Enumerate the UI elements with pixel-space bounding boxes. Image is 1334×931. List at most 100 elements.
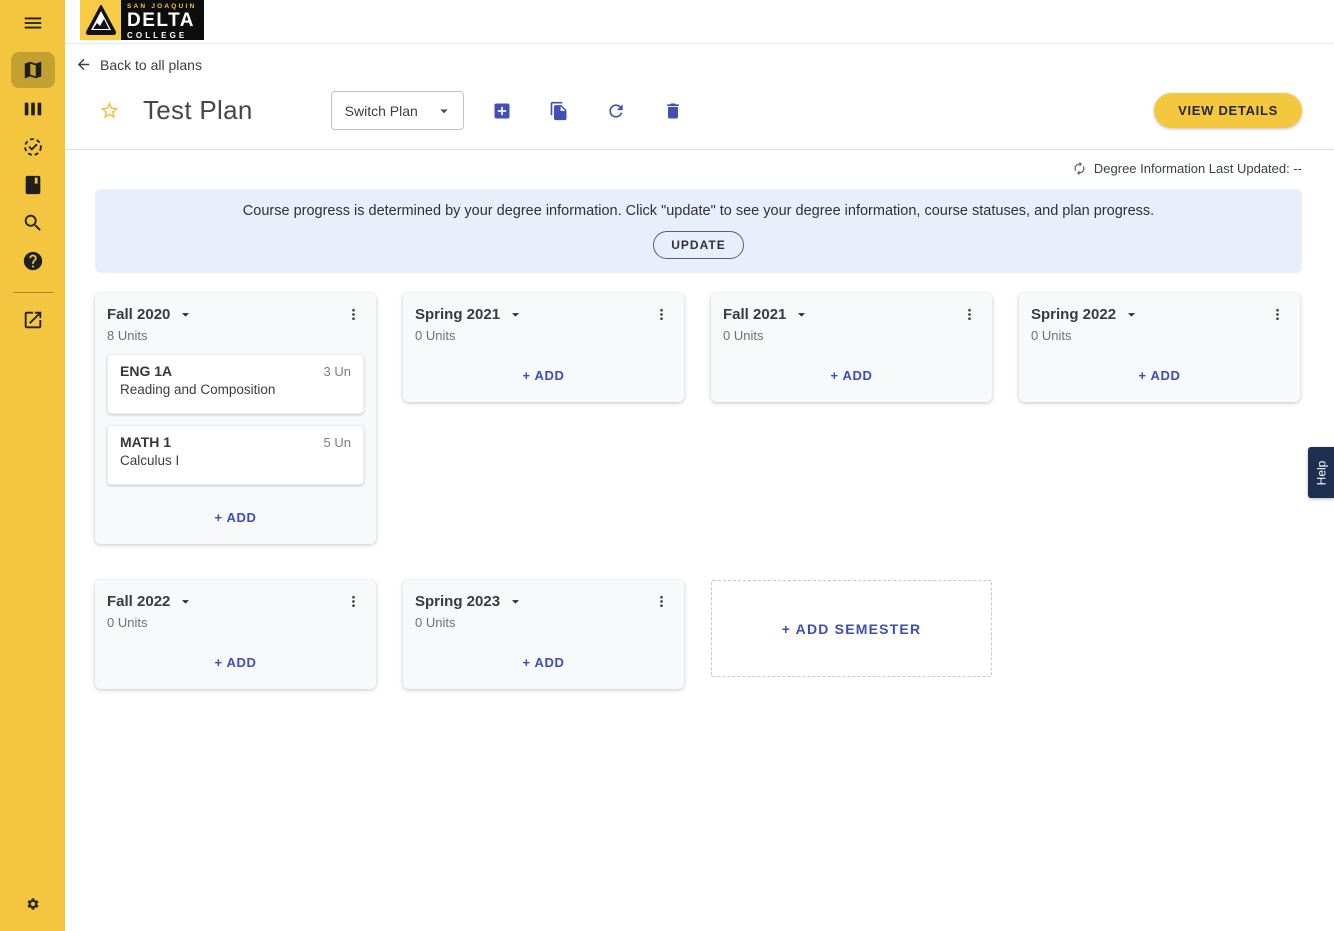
semester-card: Spring 2022 0 Units + ADD bbox=[1019, 293, 1300, 402]
semester-units: 0 Units bbox=[107, 615, 148, 630]
back-link-label: Back to all plans bbox=[100, 56, 202, 73]
sidebar bbox=[0, 0, 65, 931]
banner-message: Course progress is determined by your de… bbox=[242, 203, 1155, 219]
delete-plan-button[interactable] bbox=[654, 101, 692, 121]
add-plan-button[interactable] bbox=[483, 101, 521, 121]
add-course-button[interactable]: + ADD bbox=[415, 655, 672, 670]
logo-line-middle: DELTA bbox=[127, 10, 196, 31]
semester-name-dropdown[interactable]: Spring 2023 bbox=[415, 593, 524, 610]
arrow-back-icon bbox=[77, 58, 90, 71]
logo-line-top: SAN JOAQUIN bbox=[127, 3, 197, 10]
back-to-plans-link[interactable]: Back to all plans bbox=[75, 56, 202, 73]
semester-header: Fall 2021 bbox=[723, 304, 980, 325]
semester-menu-icon[interactable] bbox=[651, 591, 672, 612]
sync-icon[interactable] bbox=[1072, 161, 1087, 176]
college-logo-mark-icon bbox=[80, 0, 121, 40]
semester-name-dropdown[interactable]: Spring 2022 bbox=[1031, 306, 1140, 323]
map-icon[interactable] bbox=[10, 52, 55, 88]
semester-caret-icon bbox=[1123, 306, 1140, 323]
app-bar: SAN JOAQUIN DELTA COLLEGE bbox=[65, 0, 1334, 44]
semester-caret-icon bbox=[507, 306, 524, 323]
menu-icon[interactable] bbox=[11, 4, 55, 42]
semester-units: 0 Units bbox=[415, 328, 456, 343]
semester-name: Spring 2023 bbox=[415, 593, 501, 610]
add-course-button[interactable]: + ADD bbox=[415, 368, 672, 383]
course-card[interactable]: MATH 1 5 Un Calculus I bbox=[107, 425, 364, 485]
course-title: Reading and Composition bbox=[120, 382, 276, 397]
refresh-plan-button[interactable] bbox=[597, 101, 635, 121]
semester-name: Fall 2021 bbox=[723, 306, 787, 323]
copy-plan-button[interactable] bbox=[540, 101, 578, 121]
add-semester-button[interactable]: + ADD SEMESTER bbox=[711, 580, 992, 677]
college-logo-text: SAN JOAQUIN DELTA COLLEGE bbox=[121, 0, 204, 40]
semester-units: 0 Units bbox=[1031, 328, 1072, 343]
semester-name-dropdown[interactable]: Fall 2021 bbox=[723, 306, 810, 323]
semester-units: 8 Units bbox=[107, 328, 148, 343]
semester-header: Spring 2022 bbox=[1031, 304, 1288, 325]
check-circle-icon[interactable] bbox=[11, 128, 55, 166]
semester-caret-icon bbox=[177, 306, 194, 323]
course-units: 5 Un bbox=[323, 435, 351, 450]
semester-header: Fall 2020 bbox=[107, 304, 364, 325]
external-link-icon[interactable] bbox=[11, 301, 55, 339]
page-title: Test Plan bbox=[143, 95, 253, 125]
semester-name: Spring 2022 bbox=[1031, 306, 1117, 323]
main-area: SAN JOAQUIN DELTA COLLEGE Back to all pl… bbox=[65, 0, 1334, 931]
logo-line-bottom: COLLEGE bbox=[127, 31, 188, 40]
title-row: Test Plan Switch Plan VIEW DETAILS bbox=[65, 91, 1334, 130]
plan-header: Back to all plans Test Plan Switch Plan bbox=[65, 44, 1334, 150]
semester-units: 0 Units bbox=[723, 328, 764, 343]
semester-caret-icon bbox=[177, 593, 194, 610]
refresh-icon bbox=[608, 103, 623, 118]
semester-name-dropdown[interactable]: Spring 2021 bbox=[415, 306, 524, 323]
semester-name: Spring 2021 bbox=[415, 306, 501, 323]
book-icon[interactable] bbox=[11, 166, 55, 204]
chevron-down-icon bbox=[439, 109, 448, 113]
add-box-icon bbox=[494, 103, 510, 118]
switch-plan-label: Switch Plan bbox=[344, 102, 418, 119]
course-card[interactable]: ENG 1A 3 Un Reading and Composition bbox=[107, 354, 364, 414]
semester-card: Spring 2021 0 Units + ADD bbox=[403, 293, 684, 402]
semester-menu-icon[interactable] bbox=[959, 304, 980, 325]
last-updated-text: Degree Information Last Updated: -- bbox=[1093, 161, 1302, 176]
favorite-star-icon[interactable] bbox=[99, 100, 120, 121]
help-icon[interactable] bbox=[11, 242, 55, 280]
semester-card: Fall 2022 0 Units + ADD bbox=[95, 580, 376, 689]
semester-header: Fall 2022 bbox=[107, 591, 364, 612]
help-tab[interactable]: Help bbox=[1308, 447, 1334, 498]
search-icon[interactable] bbox=[11, 204, 55, 242]
switch-plan-select[interactable]: Switch Plan bbox=[330, 91, 464, 130]
semester-caret-icon bbox=[793, 306, 810, 323]
gear-icon[interactable] bbox=[11, 885, 55, 923]
plan-content: Degree Information Last Updated: -- Cour… bbox=[65, 161, 1334, 689]
course-header: ENG 1A 3 Un bbox=[120, 363, 351, 379]
semester-menu-icon[interactable] bbox=[343, 591, 364, 612]
degree-info-status: Degree Information Last Updated: -- bbox=[95, 161, 1302, 176]
add-course-button[interactable]: + ADD bbox=[107, 510, 364, 525]
semester-menu-icon[interactable] bbox=[1267, 304, 1288, 325]
add-course-button[interactable]: + ADD bbox=[107, 655, 364, 670]
trash-icon bbox=[666, 103, 679, 118]
columns-icon[interactable] bbox=[11, 90, 55, 128]
semester-grid: Fall 2020 8 Units ENG 1A 3 Un Reading an… bbox=[95, 293, 1302, 689]
semester-card: Spring 2023 0 Units + ADD bbox=[403, 580, 684, 689]
course-title: Calculus I bbox=[120, 453, 180, 468]
add-semester-label: + ADD SEMESTER bbox=[781, 620, 922, 637]
semester-units: 0 Units bbox=[415, 615, 456, 630]
semester-name-dropdown[interactable]: Fall 2020 bbox=[107, 306, 194, 323]
semester-name-dropdown[interactable]: Fall 2022 bbox=[107, 593, 194, 610]
college-logo[interactable]: SAN JOAQUIN DELTA COLLEGE bbox=[80, 0, 204, 40]
semester-card: Fall 2021 0 Units + ADD bbox=[711, 293, 992, 402]
semester-name: Fall 2020 bbox=[107, 306, 171, 323]
course-code: ENG 1A bbox=[120, 363, 173, 379]
course-code: MATH 1 bbox=[120, 434, 172, 450]
semester-card: Fall 2020 8 Units ENG 1A 3 Un Reading an… bbox=[95, 293, 376, 544]
view-details-button[interactable]: VIEW DETAILS bbox=[1154, 93, 1302, 128]
add-course-button[interactable]: + ADD bbox=[1031, 368, 1288, 383]
semester-menu-icon[interactable] bbox=[651, 304, 672, 325]
copy-icon bbox=[550, 101, 567, 120]
add-course-button[interactable]: + ADD bbox=[723, 368, 980, 383]
semester-caret-icon bbox=[507, 593, 524, 610]
update-button[interactable]: UPDATE bbox=[653, 231, 744, 259]
semester-menu-icon[interactable] bbox=[343, 304, 364, 325]
